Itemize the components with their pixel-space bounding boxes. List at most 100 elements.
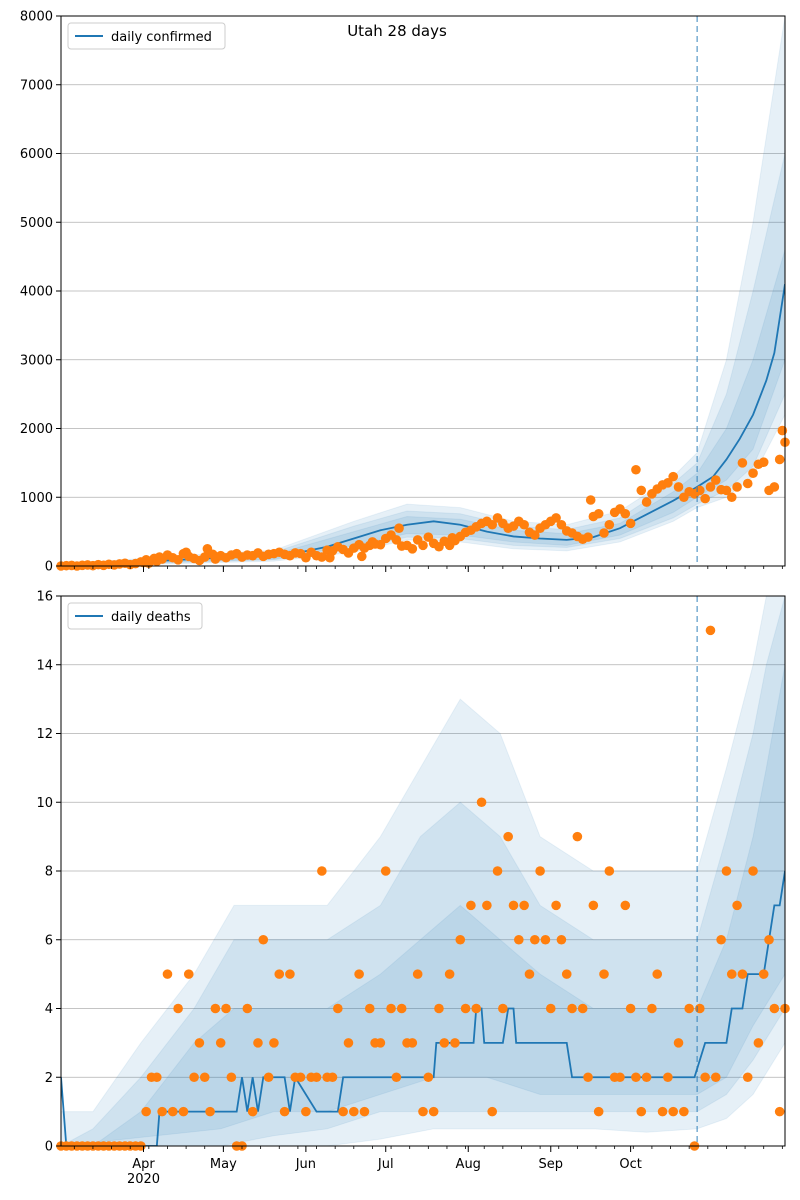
observed-point bbox=[492, 866, 503, 876]
observed-point bbox=[152, 1072, 162, 1083]
observed-point bbox=[258, 934, 269, 945]
observed-point bbox=[758, 457, 769, 467]
observed-point bbox=[647, 1003, 657, 1014]
y-tick-label: 4000 bbox=[20, 285, 53, 300]
deaths-panel: 0 2 4 6 8 10 12 14 16 Apr May Jun Jul Aug Sep Oct 2020… bbox=[36, 590, 790, 1187]
observed-point bbox=[141, 1106, 151, 1117]
observed-point bbox=[375, 1038, 386, 1048]
observed-point bbox=[732, 900, 742, 911]
y-tick-label: 16 bbox=[36, 590, 53, 605]
observed-point bbox=[572, 831, 583, 842]
observed-point bbox=[503, 831, 513, 842]
y-tick-label: 7000 bbox=[20, 78, 53, 93]
observed-point bbox=[599, 969, 609, 979]
uncertainty-band bbox=[61, 596, 785, 1146]
observed-point bbox=[386, 1003, 396, 1014]
y-tick-label: 4 bbox=[45, 1002, 53, 1017]
observed-point bbox=[710, 1072, 721, 1083]
observed-point bbox=[652, 969, 663, 979]
observed-point bbox=[412, 969, 423, 979]
observed-point bbox=[705, 482, 716, 492]
observed-point bbox=[726, 969, 737, 979]
observed-point bbox=[737, 458, 748, 468]
observed-point bbox=[710, 475, 721, 485]
observed-point bbox=[348, 1106, 359, 1117]
confirmed-panel: 0 1000 2000 3000 4000 5000 6000 7000 8000 Utah 2… bbox=[20, 10, 790, 575]
observed-point bbox=[524, 969, 535, 979]
observed-point bbox=[199, 552, 210, 562]
observed-point bbox=[247, 1106, 258, 1117]
observed-point bbox=[434, 1003, 444, 1014]
x-axis-year-label: 2020 bbox=[127, 1172, 160, 1187]
observed-point bbox=[317, 866, 327, 876]
observed-point bbox=[636, 1106, 647, 1117]
observed-point bbox=[529, 934, 540, 945]
observed-point bbox=[391, 1072, 402, 1083]
observed-point bbox=[705, 625, 716, 636]
observed-point bbox=[210, 1003, 221, 1014]
observed-point bbox=[439, 1038, 450, 1048]
observed-point bbox=[742, 1072, 753, 1083]
observed-point bbox=[636, 485, 647, 496]
observed-point bbox=[769, 1003, 780, 1014]
observed-point bbox=[673, 1038, 684, 1048]
observed-point bbox=[274, 969, 285, 979]
observed-point bbox=[769, 482, 780, 492]
observed-point bbox=[450, 1038, 460, 1048]
observed-point bbox=[593, 1106, 604, 1117]
observed-point bbox=[588, 900, 599, 911]
uncertainty-band bbox=[61, 596, 785, 1146]
observed-point bbox=[183, 969, 194, 979]
observed-point bbox=[663, 1072, 673, 1083]
observed-point bbox=[668, 471, 679, 482]
x-tick-label: Jul bbox=[377, 1157, 394, 1172]
x-tick-label: Sep bbox=[539, 1157, 564, 1172]
observed-point bbox=[301, 1106, 311, 1117]
observed-point bbox=[173, 1003, 183, 1014]
observed-point bbox=[716, 934, 726, 945]
observed-point bbox=[407, 544, 418, 554]
observed-point bbox=[487, 1106, 498, 1117]
observed-point bbox=[551, 900, 561, 911]
y-tick-label: 12 bbox=[36, 727, 53, 742]
observed-point bbox=[162, 969, 173, 979]
observed-point bbox=[157, 1106, 167, 1117]
observed-point bbox=[418, 540, 428, 551]
observed-point bbox=[625, 518, 636, 529]
observed-point bbox=[753, 1038, 764, 1048]
observed-point bbox=[226, 1072, 237, 1083]
observed-point bbox=[777, 425, 788, 436]
observed-point bbox=[748, 468, 758, 478]
observed-point bbox=[774, 1106, 785, 1117]
observed-point bbox=[487, 519, 498, 530]
observed-point bbox=[631, 464, 641, 475]
observed-point bbox=[396, 1003, 407, 1014]
deaths-median-line bbox=[61, 870, 785, 1146]
observed-point bbox=[167, 1106, 178, 1117]
y-tick-label: 10 bbox=[36, 796, 53, 811]
legend-label: daily confirmed bbox=[111, 30, 212, 45]
observed-point bbox=[380, 866, 391, 876]
y-tick-label: 8000 bbox=[20, 10, 53, 25]
observed-point bbox=[620, 900, 631, 911]
observed-point bbox=[545, 1003, 556, 1014]
observed-point bbox=[242, 1003, 253, 1014]
legend-box bbox=[67, 22, 226, 50]
observed-point bbox=[615, 1072, 625, 1083]
observed-point bbox=[498, 1003, 508, 1014]
observed-point bbox=[205, 1106, 215, 1117]
observed-point bbox=[194, 1038, 205, 1048]
x-tick-label: May bbox=[210, 1157, 237, 1172]
deaths-legend: daily deaths bbox=[67, 602, 203, 630]
observed-point bbox=[529, 530, 540, 540]
observed-point bbox=[263, 1072, 274, 1083]
uncertainty-band bbox=[61, 16, 785, 566]
observed-point bbox=[327, 1072, 338, 1083]
observed-point bbox=[583, 1072, 593, 1083]
observed-point bbox=[620, 508, 631, 519]
observed-point bbox=[189, 1072, 199, 1083]
observed-point bbox=[684, 1003, 694, 1014]
observed-point bbox=[466, 900, 476, 911]
x-tick-label: Aug bbox=[456, 1157, 481, 1172]
